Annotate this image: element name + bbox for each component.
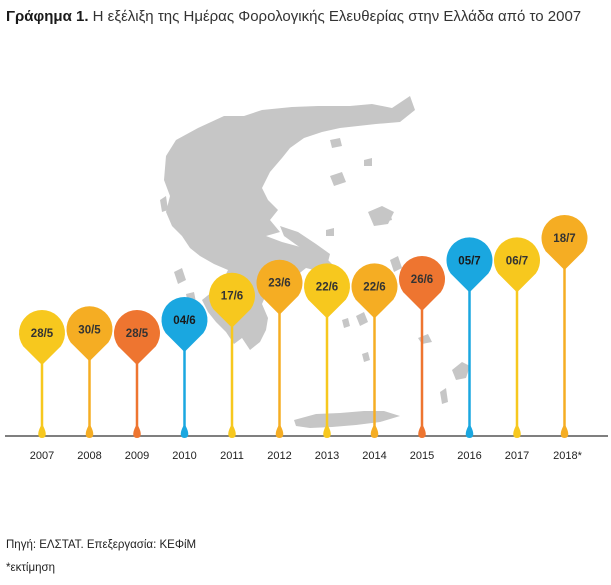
pin-2014: 22/6 <box>351 263 398 438</box>
x-tick-label: 2011 <box>220 450 244 462</box>
pin-head <box>66 306 113 362</box>
pin-date-label: 28/5 <box>31 328 54 340</box>
pin-2010: 04/6 <box>161 296 208 438</box>
pins-layer: 28/5 30/5 28/5 04/6 17/6 23/6 22/6 22/6 26/6 05/7… <box>19 214 588 438</box>
pin-2016: 05/7 <box>446 237 493 438</box>
map-evia <box>280 226 330 262</box>
map-crete <box>294 411 400 428</box>
chart-title-label: Γράφημα 1. <box>6 8 89 25</box>
pin-date-label: 28/5 <box>126 328 149 340</box>
pin-2015: 26/6 <box>398 255 445 438</box>
pin-2011: 17/6 <box>208 272 255 438</box>
pin-2008: 30/5 <box>66 306 113 438</box>
x-tick-label: 2015 <box>410 450 434 462</box>
pin-drop <box>513 424 521 438</box>
pin-date-label: 17/6 <box>221 291 243 303</box>
x-tick-label: 2017 <box>505 450 529 462</box>
map-santorini <box>362 352 370 362</box>
map-samothrace <box>364 158 372 166</box>
pin-date-label: 05/7 <box>458 255 480 267</box>
pin-date-label: 18/7 <box>553 233 575 245</box>
chart-title-text: Η εξέλιξη της Ημέρας Φορολογικής Ελευθερ… <box>92 8 582 25</box>
pin-head <box>304 263 351 319</box>
pin-2018: 18/7 <box>541 214 588 438</box>
source-note: Πηγή: ΕΛΣΤΑΤ. Επεξεργασία: ΚΕΦίΜ <box>6 539 197 551</box>
pin-date-label: 30/5 <box>78 324 101 336</box>
map-skyros <box>326 228 334 236</box>
map-limnos-east <box>382 212 392 222</box>
pin-date-label: 06/7 <box>506 255 528 267</box>
pin-date-label: 22/6 <box>363 281 385 293</box>
x-tick-label: 2007 <box>30 450 54 462</box>
map-karpathos <box>440 388 448 404</box>
x-tick-label: 2010 <box>172 450 196 462</box>
pin-drop <box>560 424 569 438</box>
x-tick-label: 2013 <box>315 450 339 462</box>
map-kefalonia <box>174 268 186 284</box>
map-kos <box>418 334 432 344</box>
x-tick-label: 2014 <box>362 450 386 462</box>
map-naxos <box>356 312 368 326</box>
pin-drop <box>133 424 141 438</box>
x-tick-label: 2008 <box>77 450 101 462</box>
pin-head <box>256 259 303 315</box>
pin-drop <box>180 424 189 438</box>
map-thasos <box>330 138 342 148</box>
pin-drop <box>275 424 284 438</box>
pin-head <box>398 255 445 311</box>
estimate-note: *εκτίμηση <box>6 562 55 574</box>
pin-2013: 22/6 <box>304 263 351 438</box>
x-tick-labels: 2007 2008 2009 2010 2011 2012 2013 2014 2015 2016… <box>30 450 583 462</box>
pin-date-label: 22/6 <box>316 281 338 293</box>
pin-head <box>114 309 160 365</box>
pin-head <box>351 263 398 319</box>
pin-head <box>19 309 66 365</box>
pin-2012: 23/6 <box>256 259 303 438</box>
map-lemnos <box>330 172 346 186</box>
x-tick-label: 2012 <box>267 450 291 462</box>
pin-head <box>446 237 493 293</box>
pin-date-label: 04/6 <box>173 315 195 327</box>
x-tick-label: 2018* <box>553 450 582 462</box>
pin-head <box>208 272 255 328</box>
pin-drop <box>370 424 379 438</box>
map-corfu <box>160 196 168 212</box>
pin-drop <box>85 424 94 438</box>
pin-head <box>161 296 208 352</box>
pin-head <box>541 214 588 270</box>
pin-2009: 28/5 <box>114 309 160 438</box>
map-paros <box>342 318 350 328</box>
pin-drop <box>465 424 474 438</box>
x-tick-label: 2009 <box>125 450 149 462</box>
pin-drop <box>418 424 426 438</box>
pin-drop <box>228 424 236 438</box>
map-rhodes <box>452 362 470 380</box>
pin-2017: 06/7 <box>494 237 540 438</box>
pin-drop <box>38 424 46 438</box>
pin-head <box>494 237 540 293</box>
pin-date-label: 23/6 <box>268 278 290 290</box>
pin-date-label: 26/6 <box>411 274 433 286</box>
map-chios <box>390 256 402 272</box>
pin-2007: 28/5 <box>19 309 66 438</box>
pin-drop <box>323 424 331 438</box>
chart-title: Γράφημα 1. Η εξέλιξη της Ημέρας Φορολογι… <box>6 8 606 26</box>
x-tick-label: 2016 <box>457 450 481 462</box>
